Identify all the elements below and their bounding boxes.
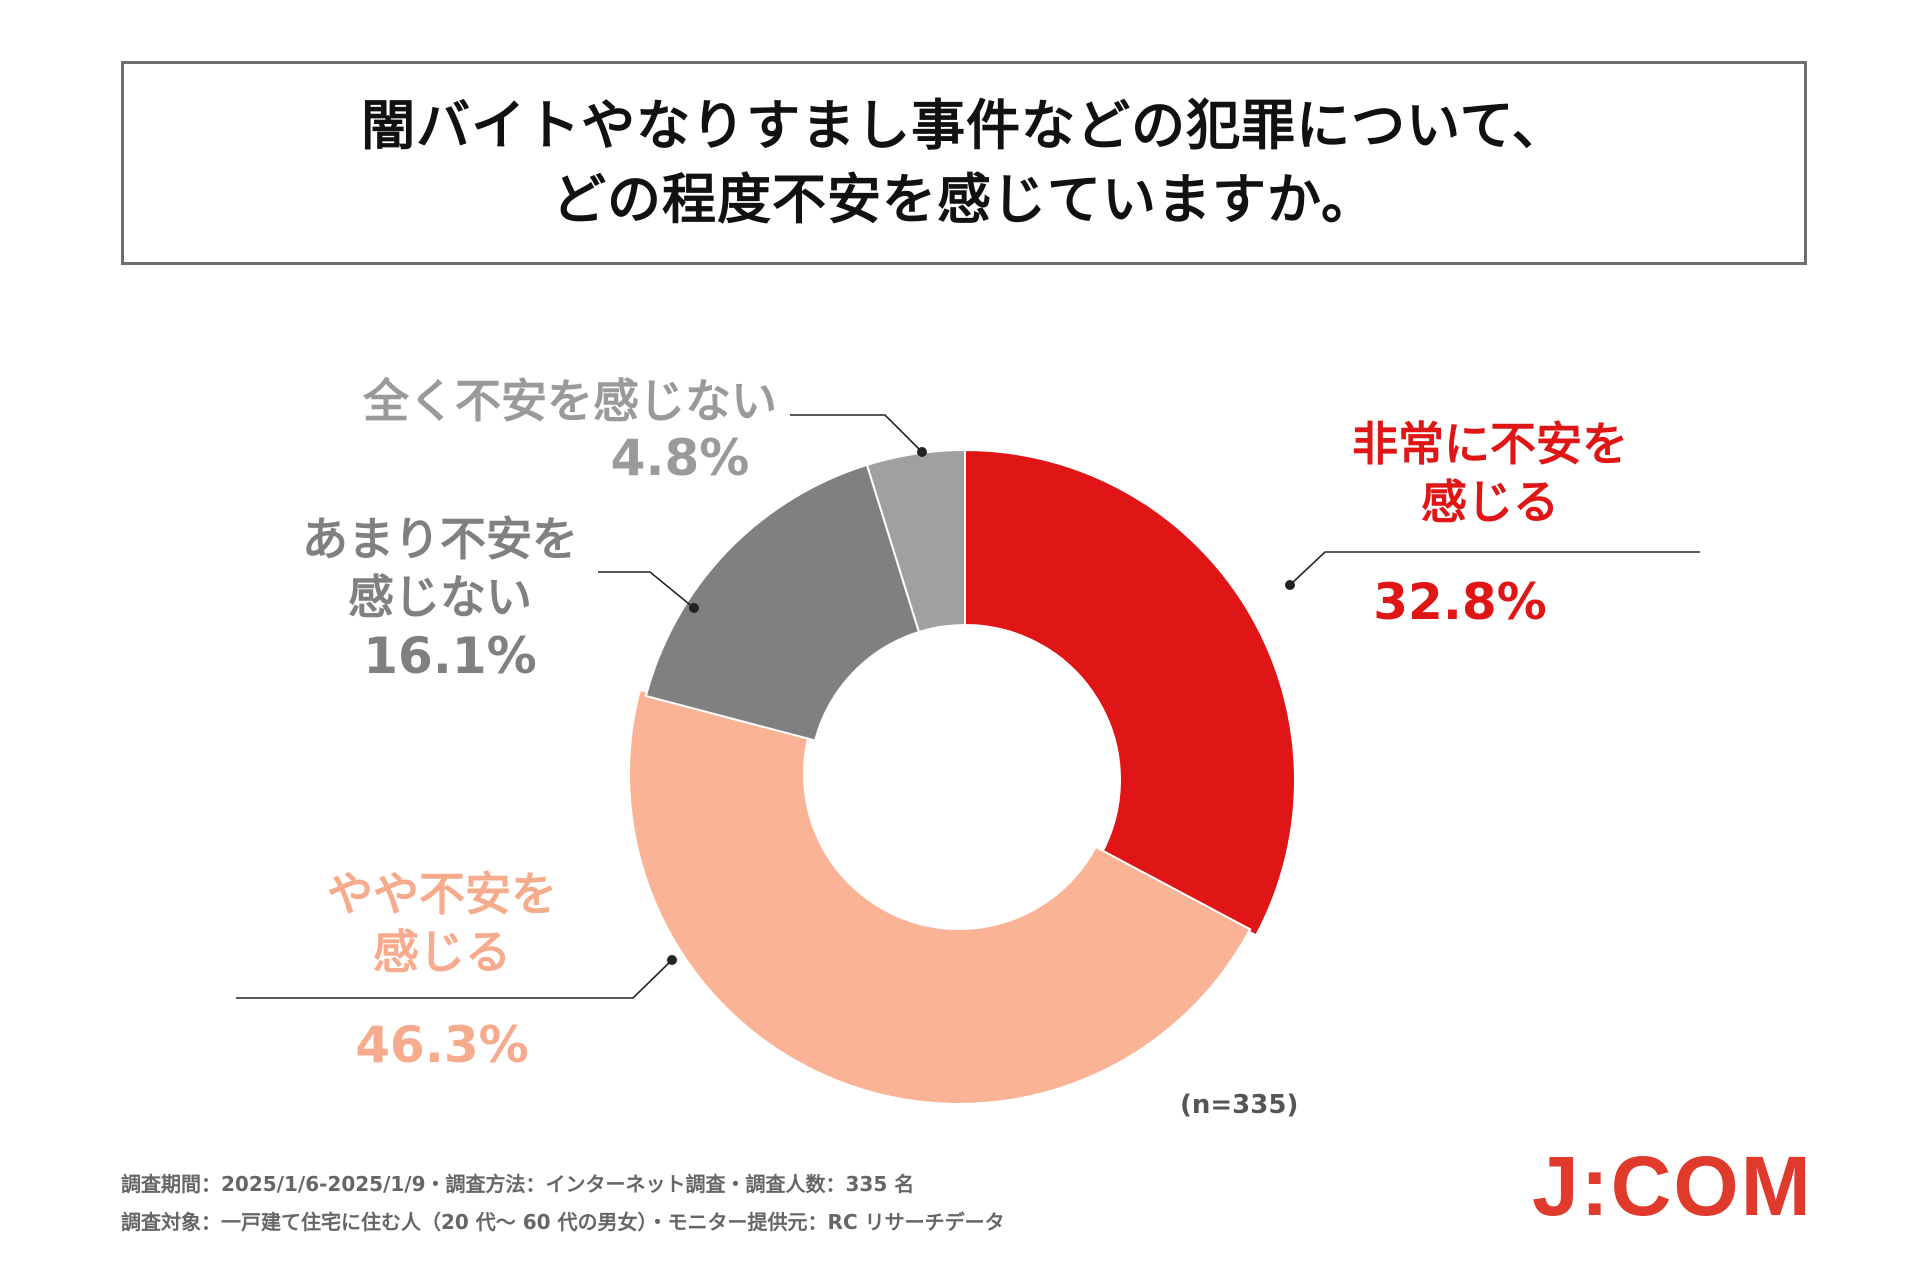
leader-not-anxious-at-all [790, 414, 923, 453]
label-very-anxious-line1: 非常に不安を [1352, 417, 1628, 471]
slice-somewhat-anxious [628, 688, 1252, 1105]
leader-not-very-anxious [598, 571, 695, 609]
leader-not-very-anxious-dot [689, 603, 699, 613]
pct-not-very-anxious: 16.1% [363, 627, 537, 685]
label-very-anxious: 非常に不安を 感じる [1300, 415, 1680, 531]
label-very-anxious-line2: 感じる [1421, 475, 1559, 529]
label-somewhat-anxious-line1: やや不安を [327, 867, 557, 921]
label-not-very-anxious-line2: 感じない [348, 570, 532, 624]
slice-not-very-anxious [644, 463, 921, 742]
leader-somewhat-anxious [236, 959, 673, 999]
pct-somewhat-anxious: 46.3% [355, 1016, 529, 1074]
sample-size: (n=335) [1180, 1090, 1299, 1120]
label-somewhat-anxious: やや不安を 感じる [262, 865, 622, 981]
pct-very-anxious: 32.8% [1373, 573, 1547, 631]
label-somewhat-anxious-line2: 感じる [373, 925, 511, 979]
slice-very-anxious [964, 448, 1296, 937]
title-line-2: どの程度不安を感じていますか。 [552, 168, 1376, 231]
leader-very-anxious-dot [1285, 580, 1295, 590]
slice-not-anxious-at-all [865, 448, 966, 634]
title-box: 闇バイトやなりすまし事件などの犯罪について、 どの程度不安を感じていますか。 [121, 61, 1807, 265]
survey-note-2: 調査対象：一戸建て住宅に住む人（20 代～ 60 代の男女）・モニター提供元：R… [121, 1210, 1005, 1234]
leader-not-anxious-at-all-dot [917, 447, 927, 457]
label-not-very-anxious: あまり不安を 感じない [260, 510, 620, 626]
label-not-very-anxious-line1: あまり不安を [302, 512, 578, 566]
leader-very-anxious [1289, 551, 1700, 586]
jcom-logo: J:COM [1532, 1139, 1813, 1233]
leader-somewhat-anxious-dot [667, 955, 677, 965]
survey-note-1: 調査期間：2025/1/6-2025/1/9・調査方法：インターネット調査・調査… [121, 1172, 915, 1196]
pct-not-anxious-at-all: 4.8% [610, 429, 750, 487]
title-line-1: 闇バイトやなりすまし事件などの犯罪について、 [361, 94, 1567, 157]
label-not-anxious-at-all: 全く不安を感じない [363, 374, 777, 428]
